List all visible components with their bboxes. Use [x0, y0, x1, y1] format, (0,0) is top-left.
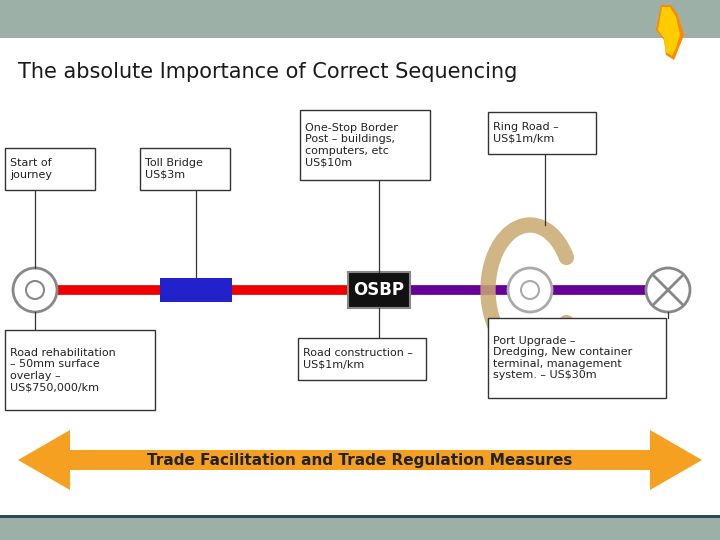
Circle shape: [26, 281, 44, 299]
Text: One-Stop Border
Post – buildings,
computers, etc
US$10m: One-Stop Border Post – buildings, comput…: [305, 123, 398, 167]
Polygon shape: [18, 430, 702, 490]
Bar: [488, 112, 596, 154]
Text: The absolute Importance of Correct Sequencing: The absolute Importance of Correct Seque…: [18, 62, 518, 82]
Bar: [0, 518, 720, 540]
Circle shape: [646, 268, 690, 312]
Bar: [0, 0, 720, 38]
Text: Start of
journey: Start of journey: [10, 158, 52, 180]
Text: OSBP: OSBP: [354, 281, 405, 299]
Bar: [5, 148, 95, 190]
Bar: [488, 318, 666, 398]
Bar: [300, 110, 430, 180]
Text: Trade Facilitation and Trade Regulation Measures: Trade Facilitation and Trade Regulation …: [148, 453, 572, 468]
Circle shape: [508, 268, 552, 312]
Bar: [0, 38, 720, 515]
Circle shape: [13, 268, 57, 312]
Text: Ring Road –
US$1m/km: Ring Road – US$1m/km: [493, 122, 559, 144]
Bar: [348, 272, 410, 308]
Text: Road rehabilitation
– 50mm surface
overlay –
US$750,000/km: Road rehabilitation – 50mm surface overl…: [10, 348, 116, 393]
Bar: [298, 338, 426, 380]
Polygon shape: [658, 7, 680, 56]
Bar: [5, 330, 155, 410]
Text: Toll Bridge
US$3m: Toll Bridge US$3m: [145, 158, 203, 180]
Bar: [160, 278, 232, 302]
Bar: [140, 148, 230, 190]
Circle shape: [521, 281, 539, 299]
Bar: [0, 515, 720, 518]
Text: Port Upgrade –
Dredging, New container
terminal, management
system. – US$30m: Port Upgrade – Dredging, New container t…: [493, 335, 632, 380]
Polygon shape: [656, 5, 684, 60]
Text: Road construction –
US$1m/km: Road construction – US$1m/km: [303, 348, 413, 370]
